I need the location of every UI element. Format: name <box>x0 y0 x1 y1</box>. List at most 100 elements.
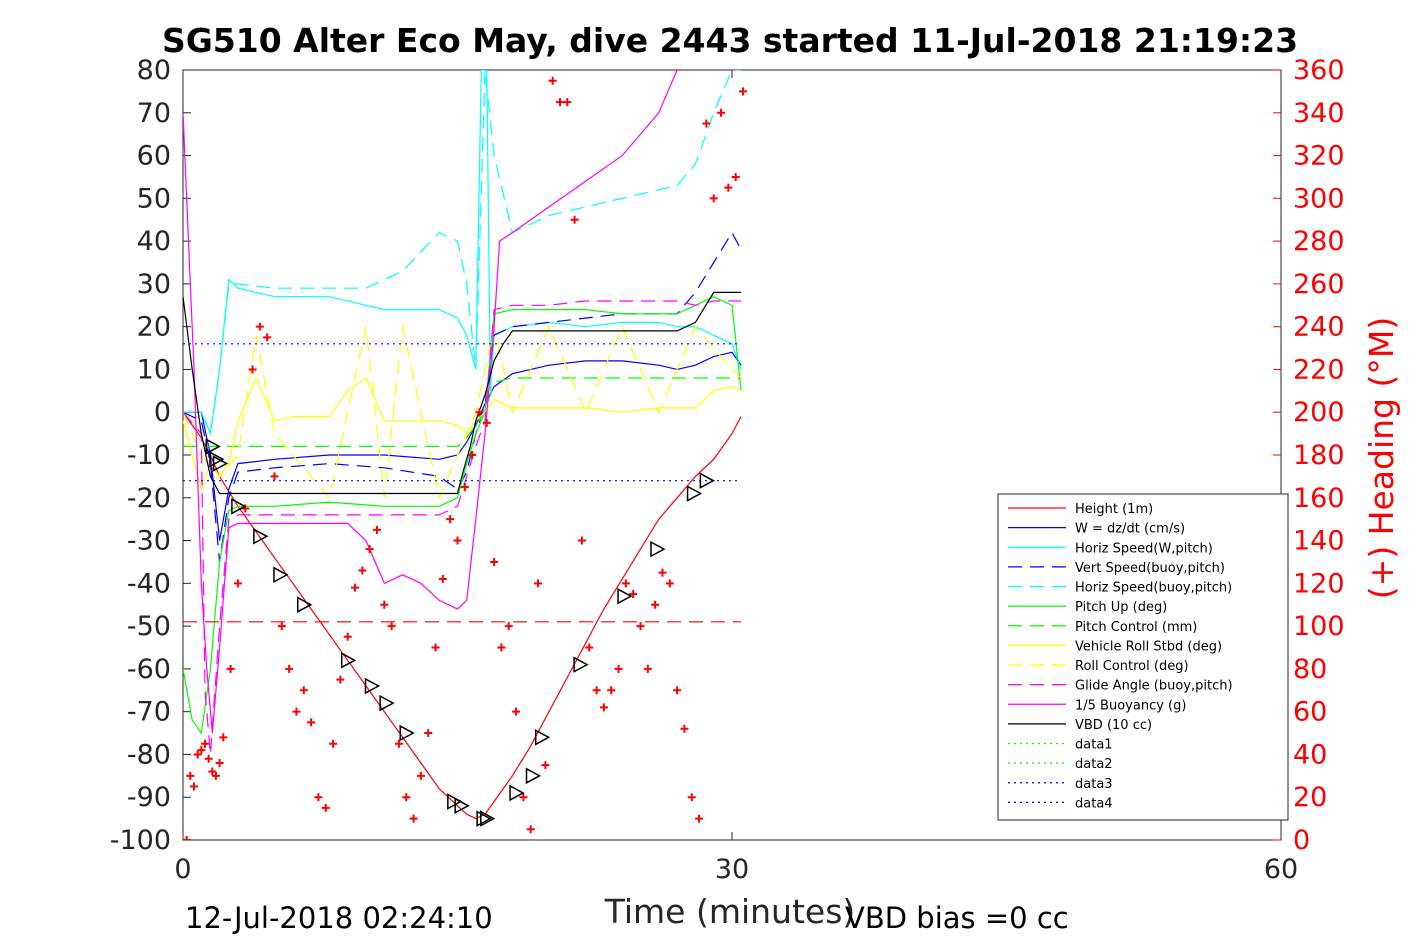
right-tick-label: 60 <box>1293 697 1327 728</box>
direction-marker <box>573 656 589 673</box>
series-layer <box>183 70 742 820</box>
heading-point <box>592 686 601 695</box>
heading-point <box>416 771 425 780</box>
heading-point <box>200 739 209 748</box>
direction-marker <box>399 724 415 742</box>
right-tick-label: 180 <box>1293 440 1345 471</box>
heading-point <box>665 579 674 588</box>
left-tick-label: 50 <box>137 183 171 214</box>
right-tick-label: 20 <box>1293 782 1327 813</box>
heading-point <box>577 536 586 545</box>
right-tick-label: 120 <box>1293 568 1345 599</box>
heading-point <box>211 771 220 780</box>
direction-marker <box>253 528 269 545</box>
left-tick-label: 40 <box>137 226 171 257</box>
direction-marker <box>379 694 395 712</box>
x-axis-ticks: 0 30 60 <box>174 70 1298 885</box>
heading-point <box>519 793 528 802</box>
heading-point <box>226 664 235 673</box>
heading-point <box>183 836 191 840</box>
heading-point <box>197 746 206 755</box>
heading-point <box>255 322 264 331</box>
right-tick-label: 300 <box>1293 183 1345 214</box>
direction-marker <box>650 540 666 558</box>
heading-point <box>453 536 462 545</box>
left-tick-label: -40 <box>127 568 171 599</box>
series-6-line <box>183 377 742 447</box>
left-tick-label: -60 <box>127 654 171 685</box>
left-tick-label: 30 <box>137 269 171 300</box>
legend-label: Vehicle Roll Stbd (deg) <box>1075 639 1222 654</box>
left-tick-label: -70 <box>127 697 171 728</box>
right-tick-label: 140 <box>1293 526 1345 557</box>
legend-label: Roll Control (deg) <box>1075 659 1189 674</box>
heading-point <box>431 643 440 652</box>
left-tick-label: 60 <box>137 141 171 172</box>
right-tick-label: 80 <box>1293 654 1327 685</box>
right-tick-label: 100 <box>1293 611 1345 642</box>
right-axis-label: (+) Heading (°M) <box>1362 317 1401 599</box>
direction-marker <box>699 472 715 489</box>
direction-marker <box>617 587 633 605</box>
left-axis-ticks: 80 70 60 50 40 30 20 10 0 -10 -20 -30 -40 -50 -60 -70 -8… <box>110 55 191 856</box>
heading-point <box>724 183 733 192</box>
chart-title: SG510 Alter Eco May, dive 2443 started 1… <box>162 21 1298 60</box>
direction-marker <box>525 767 542 785</box>
heading-point <box>504 622 513 631</box>
x-axis-label: Time (minutes) <box>604 892 856 931</box>
legend: Height (1m) W = dz/dt (cm/s) Horiz Speed(W… <box>997 493 1289 821</box>
direction-marker <box>297 596 313 613</box>
heading-point <box>343 632 352 641</box>
legend-label: data3 <box>1075 777 1113 792</box>
legend-label: Pitch Control (mm) <box>1075 620 1197 635</box>
heading-point <box>424 729 433 738</box>
vbd-bias-label: VBD bias =0 cc <box>845 901 1069 935</box>
heading-point <box>599 703 608 712</box>
left-tick-label: -10 <box>127 440 171 471</box>
heading-point <box>731 172 740 181</box>
right-tick-label: 160 <box>1293 483 1345 514</box>
direction-marker <box>447 793 463 810</box>
heading-point <box>329 739 338 748</box>
heading-point <box>482 418 491 427</box>
series-8-line <box>183 325 742 500</box>
heading-point <box>607 686 616 695</box>
right-tick-label: 0 <box>1293 825 1310 856</box>
heading-point <box>475 408 484 417</box>
heading-point <box>651 600 660 609</box>
left-tick-label: 80 <box>137 55 171 86</box>
left-tick-label: 20 <box>137 312 171 343</box>
right-tick-label: 280 <box>1293 226 1345 257</box>
heading-point <box>512 707 521 716</box>
heading-point <box>351 583 360 592</box>
heading-point <box>614 664 623 673</box>
heading-point <box>321 803 330 812</box>
series-10-line <box>183 70 678 734</box>
heading-point <box>248 365 257 374</box>
left-tick-label: 70 <box>137 98 171 129</box>
direction-marker <box>205 438 221 455</box>
heading-point <box>709 194 718 203</box>
heading-point <box>738 87 747 96</box>
heading-point <box>380 600 389 609</box>
heading-point <box>233 579 242 588</box>
direction-marker <box>231 498 247 515</box>
series-0-line <box>183 411 742 820</box>
direction-marker <box>273 566 289 584</box>
heading-point <box>270 472 279 481</box>
right-tick-label: 320 <box>1293 141 1345 172</box>
series-7-line <box>183 376 742 492</box>
heading-point <box>387 622 396 631</box>
direction-marker <box>340 652 357 669</box>
legend-label: W = dz/dt (cm/s) <box>1075 522 1185 537</box>
heading-point <box>570 215 579 224</box>
right-tick-label: 340 <box>1293 98 1345 129</box>
legend-label: data4 <box>1075 796 1113 811</box>
heading-point <box>394 739 403 748</box>
x-tick-label: 60 <box>1264 854 1298 885</box>
legend-label: Horiz Speed(buoy,pitch) <box>1075 581 1232 596</box>
heading-point <box>680 724 689 733</box>
legend-label: data2 <box>1075 757 1113 772</box>
right-tick-label: 240 <box>1293 312 1345 343</box>
direction-marker <box>476 810 492 827</box>
